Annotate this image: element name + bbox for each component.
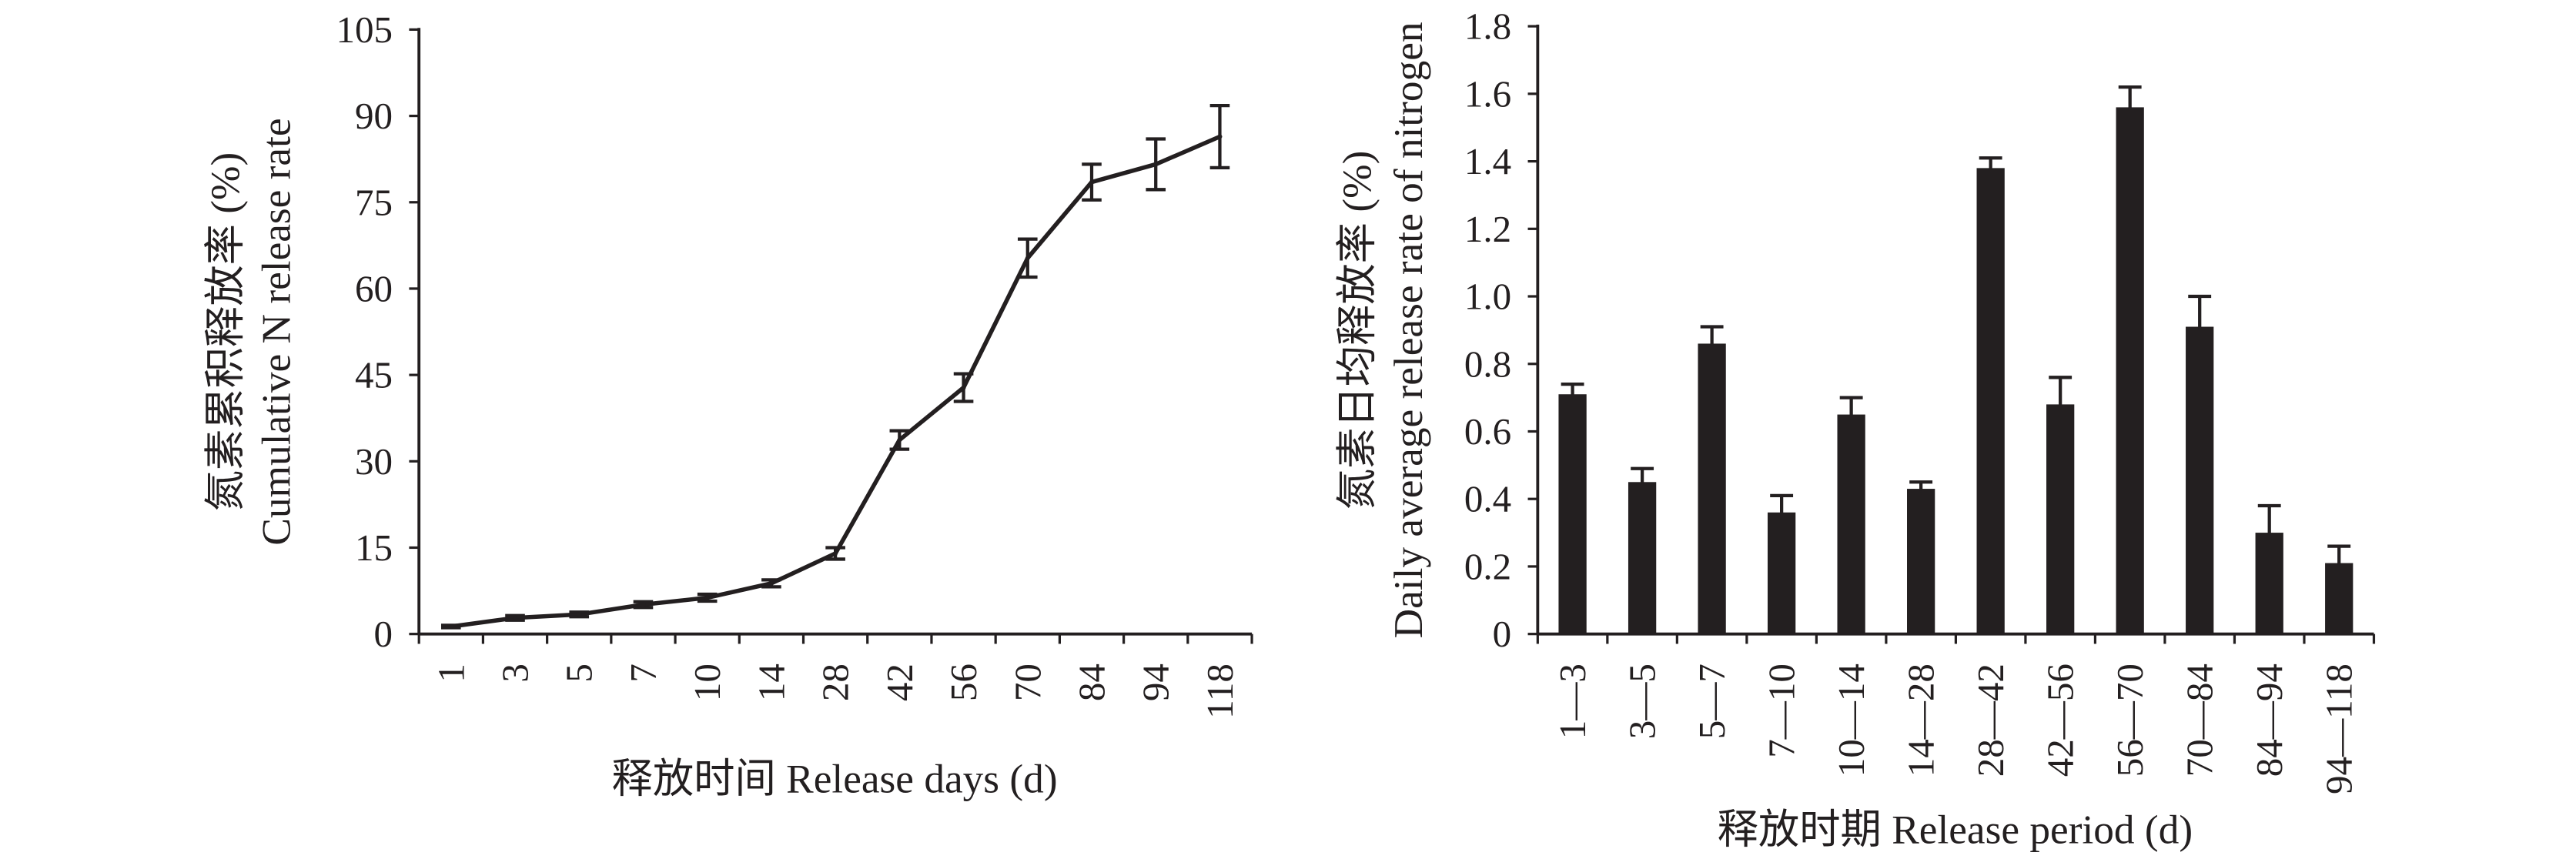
x-tick-label: 84 <box>1071 663 1113 701</box>
x-tick-label: 10 <box>686 663 728 701</box>
error-bar <box>1839 396 1863 416</box>
data-point <box>961 385 966 390</box>
x-tick-label: 7 <box>622 663 664 683</box>
error-bar <box>2327 544 2351 565</box>
data-point <box>577 612 582 617</box>
y-tick-label: 15 <box>355 526 393 569</box>
x-tick-label: 3 <box>494 663 537 683</box>
data-point <box>1089 179 1094 185</box>
error-bar <box>1700 325 1724 346</box>
release-bar <box>1628 482 1657 634</box>
error-bar <box>2049 376 2073 406</box>
error-bar <box>2188 294 2212 329</box>
y-tick-label: 90 <box>355 95 393 137</box>
y-tick-label: 105 <box>336 8 393 51</box>
daily-release-chart: 0 0.2 0.4 0.6 0.8 1.0 1.2 1.4 1.6 1.8 1—3 3—5 5—7 7—1… <box>1334 5 2376 853</box>
x-tick-label: 10—14 <box>1830 663 1872 777</box>
release-bar <box>1558 394 1587 634</box>
x-tick-label: 1 <box>430 663 472 683</box>
x-tick-label: 14—28 <box>1900 663 1942 777</box>
x-tick-label: 118 <box>1199 663 1241 719</box>
release-bar <box>1907 489 1935 634</box>
y-tick-label: 75 <box>355 181 393 223</box>
x-tick-label: 7—10 <box>1761 663 1803 758</box>
x-axis-label: 释放时间 Release days (d) <box>612 755 1058 801</box>
y-axis-label-cn: 氮素日均释放率 (%) <box>1334 151 1380 510</box>
error-bar <box>1561 382 1584 396</box>
data-point <box>1025 256 1030 261</box>
y-axis-label-cn: 氮素累积释放率 (%) <box>202 152 248 512</box>
x-tick-label: 56 <box>942 663 985 701</box>
release-bar <box>2325 563 2354 634</box>
data-point <box>897 437 902 443</box>
x-tick-label: 70—84 <box>2179 663 2221 777</box>
cumulative-release-chart: 0 15 30 45 60 75 90 105 1 3 5 7 10 14 28 42 56 70 84 94 118 释… <box>202 8 1253 801</box>
x-tick-label: 14 <box>750 663 792 701</box>
y-tick-label: 0.6 <box>1464 410 1511 453</box>
release-bar <box>1767 512 1796 634</box>
y-tick-label: 1.4 <box>1464 140 1511 182</box>
error-bar <box>1979 156 2002 170</box>
x-tick-label: 5 <box>558 663 601 683</box>
data-point <box>833 550 838 556</box>
y-tick-label: 0.2 <box>1464 545 1511 587</box>
x-tick-label: 1—3 <box>1551 663 1594 739</box>
release-bar <box>1976 168 2005 634</box>
release-bar <box>1698 343 1726 634</box>
y-tick-label: 45 <box>355 354 393 396</box>
y-tick-label: 0 <box>1493 613 1512 655</box>
x-axis-label: 释放时期 Release period (d) <box>1718 807 2193 853</box>
error-bar <box>1770 493 1794 514</box>
error-bar <box>2118 85 2142 109</box>
data-point <box>513 615 518 620</box>
x-tick-label: 42 <box>878 663 921 701</box>
release-bar <box>2255 533 2283 634</box>
x-tick-label: 3—5 <box>1621 663 1664 739</box>
y-tick-label: 0 <box>374 613 393 655</box>
error-bar <box>1909 480 1933 491</box>
data-point <box>768 580 774 586</box>
data-point <box>1153 162 1159 167</box>
y-tick-label: 1.2 <box>1464 208 1511 250</box>
y-axis-label-en: Cumulative N release rate <box>253 118 299 545</box>
data-point <box>1217 134 1223 139</box>
release-bar <box>1837 414 1865 634</box>
data-point <box>448 623 453 629</box>
x-tick-label: 42—56 <box>2039 663 2082 777</box>
error-bar <box>2257 503 2281 535</box>
y-tick-label: 30 <box>355 440 393 483</box>
release-bar <box>2046 404 2075 634</box>
release-bar <box>2116 107 2144 634</box>
y-tick-label: 1.6 <box>1464 72 1511 115</box>
data-point <box>704 595 710 600</box>
x-tick-label: 94 <box>1135 663 1177 701</box>
error-bar <box>1631 466 1654 484</box>
release-bar <box>2186 326 2214 634</box>
x-tick-label: 5—7 <box>1691 663 1733 739</box>
y-tick-label: 1.0 <box>1464 276 1511 318</box>
y-axis-label-en: Daily average release rate of nitrogen <box>1385 22 1431 638</box>
y-tick-label: 0.4 <box>1464 478 1511 520</box>
y-tick-label: 1.8 <box>1464 5 1511 48</box>
x-tick-label: 84—94 <box>2248 663 2290 777</box>
data-point <box>641 602 646 607</box>
x-tick-label: 70 <box>1006 663 1049 701</box>
x-tick-label: 56—70 <box>2109 663 2151 777</box>
y-tick-label: 0.8 <box>1464 343 1511 385</box>
x-tick-label: 94—118 <box>2318 663 2360 794</box>
x-tick-label: 28—42 <box>1969 663 2012 777</box>
y-tick-label: 60 <box>355 267 393 309</box>
x-tick-label: 28 <box>815 663 857 701</box>
